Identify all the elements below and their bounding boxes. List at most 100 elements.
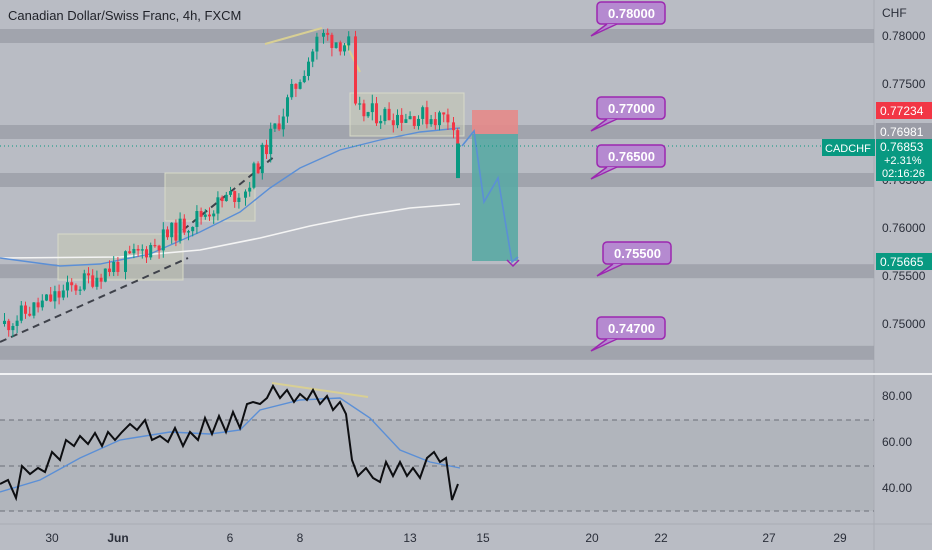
candle-body[interactable]	[66, 282, 69, 291]
take-profit-zone[interactable]	[472, 134, 518, 261]
candle-body[interactable]	[124, 251, 127, 272]
candle-body[interactable]	[256, 163, 260, 174]
level-callouts[interactable]: 0.78000 0.77000 0.76500 0.75500 0.74700	[590, 1, 672, 352]
candle-body[interactable]	[229, 191, 232, 195]
candle-body[interactable]	[78, 289, 82, 291]
candle-body[interactable]	[456, 143, 460, 179]
time-axis[interactable]: 30 Jun 6 8 13 15 20 22 27 29	[45, 531, 847, 545]
candle-body[interactable]	[326, 32, 330, 35]
candle-body[interactable]	[53, 291, 57, 302]
candle-body[interactable]	[195, 211, 199, 227]
dashed-trendline[interactable]	[0, 257, 189, 343]
candle-body[interactable]	[182, 218, 186, 233]
candle-body[interactable]	[425, 107, 429, 125]
level-zone[interactable]	[0, 29, 874, 43]
level-callout-box[interactable]	[596, 316, 666, 340]
candle-body[interactable]	[116, 261, 120, 272]
candle-body[interactable]	[157, 245, 161, 251]
level-callout-box[interactable]	[596, 96, 666, 120]
candle-body[interactable]	[82, 273, 86, 290]
candle-body[interactable]	[70, 282, 74, 286]
rsi-signal-line[interactable]	[0, 397, 461, 493]
rsi-divergence-line[interactable]	[271, 382, 369, 398]
candle-body[interactable]	[36, 302, 40, 308]
candle-body[interactable]	[343, 45, 346, 52]
candle-body[interactable]	[128, 251, 132, 254]
candle-body[interactable]	[281, 116, 285, 130]
candle-body[interactable]	[208, 214, 211, 217]
candle-body[interactable]	[216, 197, 220, 214]
candle-body[interactable]	[269, 128, 273, 155]
candle-body[interactable]	[252, 163, 256, 188]
short-position-tool[interactable]	[461, 110, 520, 268]
candle-body[interactable]	[191, 226, 195, 232]
candle-body[interactable]	[132, 248, 136, 254]
candle-body[interactable]	[446, 114, 450, 123]
candle-body[interactable]	[412, 116, 416, 127]
candle-body[interactable]	[417, 118, 420, 127]
candle-body[interactable]	[28, 313, 32, 316]
candle-body[interactable]	[244, 191, 247, 198]
candle-body[interactable]	[322, 32, 325, 37]
candle-body[interactable]	[103, 268, 107, 282]
candle-body[interactable]	[362, 103, 366, 117]
candlestick-series[interactable]	[3, 28, 460, 338]
candle-body[interactable]	[161, 229, 165, 251]
candle-body[interactable]	[224, 194, 228, 202]
candle-body[interactable]	[166, 229, 169, 238]
candle-body[interactable]	[429, 119, 433, 125]
candle-body[interactable]	[298, 82, 302, 89]
level-callout-box[interactable]	[596, 1, 666, 25]
candle-body[interactable]	[260, 144, 264, 174]
candle-body[interactable]	[99, 277, 103, 282]
candle-body[interactable]	[265, 144, 268, 155]
candle-body[interactable]	[19, 305, 23, 321]
candle-body[interactable]	[366, 112, 370, 117]
candle-body[interactable]	[3, 320, 6, 324]
candle-body[interactable]	[358, 103, 362, 105]
candle-body[interactable]	[387, 108, 391, 121]
candle-body[interactable]	[452, 122, 455, 131]
candle-body[interactable]	[334, 42, 338, 48]
fast-moving-average[interactable]	[0, 127, 461, 267]
candle-body[interactable]	[273, 123, 277, 129]
candle-body[interactable]	[315, 36, 319, 52]
candle-body[interactable]	[421, 107, 425, 119]
divergence-line[interactable]	[264, 27, 323, 45]
candle-body[interactable]	[400, 114, 404, 123]
level-zone[interactable]	[0, 345, 874, 360]
candle-body[interactable]	[220, 197, 224, 202]
candle-body[interactable]	[187, 231, 190, 233]
candle-body[interactable]	[140, 249, 144, 251]
candle-body[interactable]	[136, 248, 140, 251]
candle-body[interactable]	[248, 187, 252, 192]
candle-body[interactable]	[290, 83, 294, 98]
candle-body[interactable]	[32, 302, 36, 316]
candle-body[interactable]	[15, 320, 19, 326]
candle-body[interactable]	[91, 275, 95, 287]
rsi-axis[interactable]: 80.00 60.00 40.00	[882, 389, 912, 495]
candle-body[interactable]	[108, 268, 111, 273]
rsi-line[interactable]	[0, 383, 459, 502]
candle-body[interactable]	[233, 191, 237, 202]
candle-body[interactable]	[203, 214, 207, 217]
candle-body[interactable]	[311, 51, 315, 62]
level-zone[interactable]	[0, 264, 874, 279]
candle-body[interactable]	[442, 112, 446, 115]
candle-body[interactable]	[302, 75, 306, 83]
candle-body[interactable]	[95, 277, 99, 287]
candle-body[interactable]	[379, 121, 383, 124]
candle-body[interactable]	[307, 61, 310, 76]
stop-loss-zone[interactable]	[472, 110, 518, 134]
candle-body[interactable]	[370, 103, 374, 113]
slow-moving-average[interactable]	[0, 203, 461, 259]
candle-body[interactable]	[49, 294, 53, 302]
candle-body[interactable]	[433, 119, 437, 126]
candle-body[interactable]	[408, 116, 412, 120]
candle-body[interactable]	[347, 36, 351, 46]
candle-body[interactable]	[212, 213, 216, 217]
dashed-trendline[interactable]	[182, 155, 276, 231]
candle-body[interactable]	[145, 249, 148, 258]
candle-body[interactable]	[40, 300, 44, 308]
candle-body[interactable]	[286, 97, 289, 117]
